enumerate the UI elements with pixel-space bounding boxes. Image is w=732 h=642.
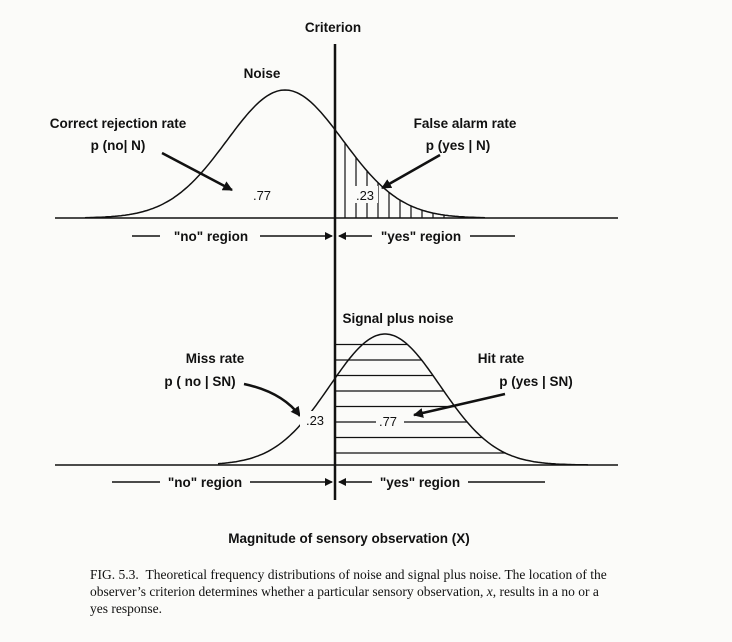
hit-value-bg [376,414,404,429]
false-alarm-label: False alarm rate [414,116,517,131]
yes-region-label-top: "yes" region [381,229,461,244]
figure-caption: FIG. 5.3. Theoretical frequency distribu… [90,566,610,617]
caption-variable: x [486,584,493,599]
x-axis-label: Magnitude of sensory observation (X) [228,531,470,546]
correct-rejection-label: Correct rejection rate [50,116,187,131]
caption-text-end: , results in a no or a yes response. [90,584,599,616]
miss-value-bg [300,411,330,428]
no-region-label-top: "no" region [174,229,248,244]
correct-rejection-value: .77 [253,188,271,203]
false-alarm-value-bg [352,186,378,203]
signal-title: Signal plus noise [342,311,454,326]
hit-label: Hit rate [478,351,525,366]
false-alarm-arrow [381,153,441,190]
noise-curve [84,89,486,219]
signal-curve [217,333,589,466]
hit-arrow [413,392,506,418]
false-alarm-formula: p (yes | N) [426,138,491,153]
noise-title: Noise [244,66,281,81]
hit-formula: p (yes | SN) [499,374,573,389]
criterion-label: Criterion [305,20,361,35]
miss-label: Miss rate [186,351,245,366]
caption-text: Theoretical frequency distributions of n… [90,567,607,599]
caption-fig-number: FIG. 5.3. [90,567,139,582]
miss-value: .23 [306,413,324,428]
correct-rejection-formula: p (no| N) [91,138,146,153]
yes-region-label-bottom: "yes" region [380,475,460,490]
miss-arrow [243,382,301,417]
miss-formula: p ( no | SN) [164,374,235,389]
false-alarm-value: .23 [356,188,374,203]
hit-value: .77 [379,414,397,429]
no-region-label-bottom: "no" region [168,475,242,490]
correct-rejection-arrow [161,151,233,192]
